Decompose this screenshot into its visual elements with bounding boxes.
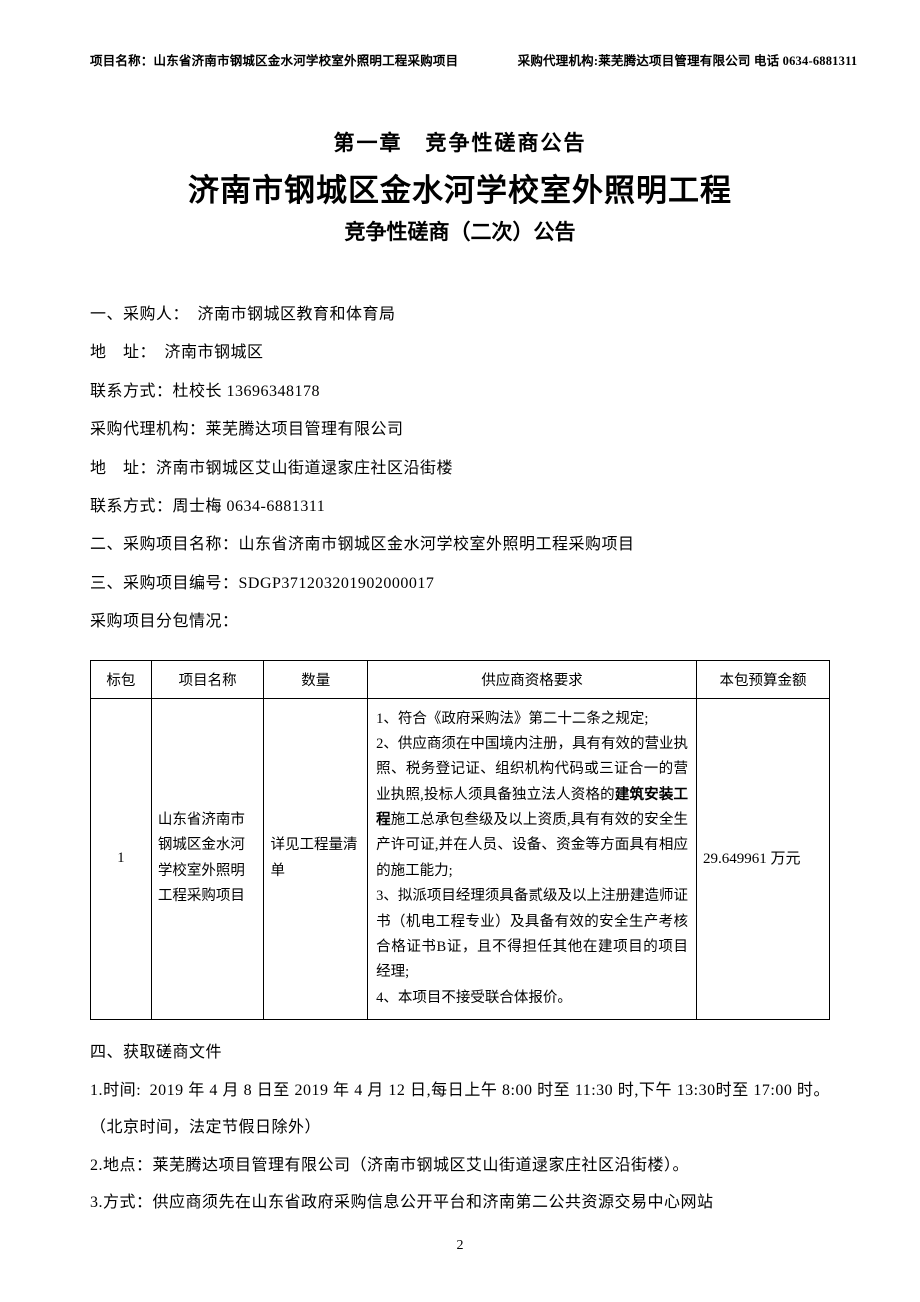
section-4-time: 1.时间: 2019 年 4 月 8 日至 2019 年 4 月 12 日,每日… <box>90 1072 830 1147</box>
section-4-place: 2.地点：莱芜腾达项目管理有限公司（济南市钢城区艾山街道逯家庄社区沿街楼）。 <box>90 1147 830 1185</box>
contact-line-1: 联系方式：杜校长 13696348178 <box>90 373 830 411</box>
req-line-3: 3、拟派项目经理须具备贰级及以上注册建造师证书（机电工程专业）及具备有效的安全生… <box>376 884 688 986</box>
table-header-row: 标包 项目名称 数量 供应商资格要求 本包预算金额 <box>91 660 830 698</box>
section-4-heading: 四、获取磋商文件 <box>90 1034 830 1072</box>
package-table: 标包 项目名称 数量 供应商资格要求 本包预算金额 1 山东省济南市钢城区金水河… <box>90 660 830 1021</box>
package-intro-line: 采购项目分包情况： <box>90 603 830 641</box>
section-4-method: 3.方式：供应商须先在山东省政府采购信息公开平台和济南第二公共资源交易中心网站 <box>90 1184 830 1222</box>
th-budget: 本包预算金额 <box>697 660 830 698</box>
th-qty: 数量 <box>264 660 368 698</box>
req-line-1: 1、符合《政府采购法》第二十二条之规定; <box>376 707 688 732</box>
contact-line-2: 联系方式：周士梅 0634-6881311 <box>90 488 830 526</box>
req-line-2: 2、供应商须在中国境内注册，具有有效的营业执照、税务登记证、组织机构代码或三证合… <box>376 732 688 884</box>
address-line-2: 地 址：济南市钢城区艾山街道逯家庄社区沿街楼 <box>90 450 830 488</box>
cell-requirements: 1、符合《政府采购法》第二十二条之规定; 2、供应商须在中国境内注册，具有有效的… <box>368 698 697 1020</box>
th-package: 标包 <box>91 660 152 698</box>
chapter-heading: 第一章 竞争性磋商公告 <box>90 127 830 157</box>
running-header: 项目名称：山东省济南市钢城区金水河学校室外照明工程采购项目 采购代理机构:莱芜腾… <box>90 50 830 69</box>
cell-name: 山东省济南市钢城区金水河学校室外照明工程采购项目 <box>151 698 264 1020</box>
project-number-line: 三、采购项目编号：SDGP371203201902000017 <box>90 565 830 603</box>
purchaser-line: 一、采购人： 济南市钢城区教育和体育局 <box>90 296 830 334</box>
page-number: 2 <box>90 1238 830 1254</box>
main-title: 济南市钢城区金水河学校室外照明工程 <box>90 165 830 210</box>
header-agency: 采购代理机构:莱芜腾达项目管理有限公司 电话 0634-6881311 <box>518 54 858 68</box>
project-name-line: 二、采购项目名称：山东省济南市钢城区金水河学校室外照明工程采购项目 <box>90 526 830 564</box>
document-page: 项目名称：山东省济南市钢城区金水河学校室外照明工程采购项目 采购代理机构:莱芜腾… <box>0 0 920 1254</box>
cell-package: 1 <box>91 698 152 1020</box>
cell-budget: 29.649961 万元 <box>697 698 830 1020</box>
after-table-content: 四、获取磋商文件 1.时间: 2019 年 4 月 8 日至 2019 年 4 … <box>90 1034 830 1222</box>
table-row: 1 山东省济南市钢城区金水河学校室外照明工程采购项目 详见工程量清单 1、符合《… <box>91 698 830 1020</box>
req-line-4: 4、本项目不接受联合体报价。 <box>376 986 688 1011</box>
address-line-1: 地 址： 济南市钢城区 <box>90 334 830 372</box>
body-content: 一、采购人： 济南市钢城区教育和体育局 地 址： 济南市钢城区 联系方式：杜校长… <box>90 296 830 642</box>
agency-line: 采购代理机构：莱芜腾达项目管理有限公司 <box>90 411 830 449</box>
th-req: 供应商资格要求 <box>368 660 697 698</box>
cell-qty: 详见工程量清单 <box>264 698 368 1020</box>
th-name: 项目名称 <box>151 660 264 698</box>
subtitle: 竞争性磋商（二次）公告 <box>90 216 830 246</box>
header-project-name: 项目名称：山东省济南市钢城区金水河学校室外照明工程采购项目 <box>90 54 458 68</box>
